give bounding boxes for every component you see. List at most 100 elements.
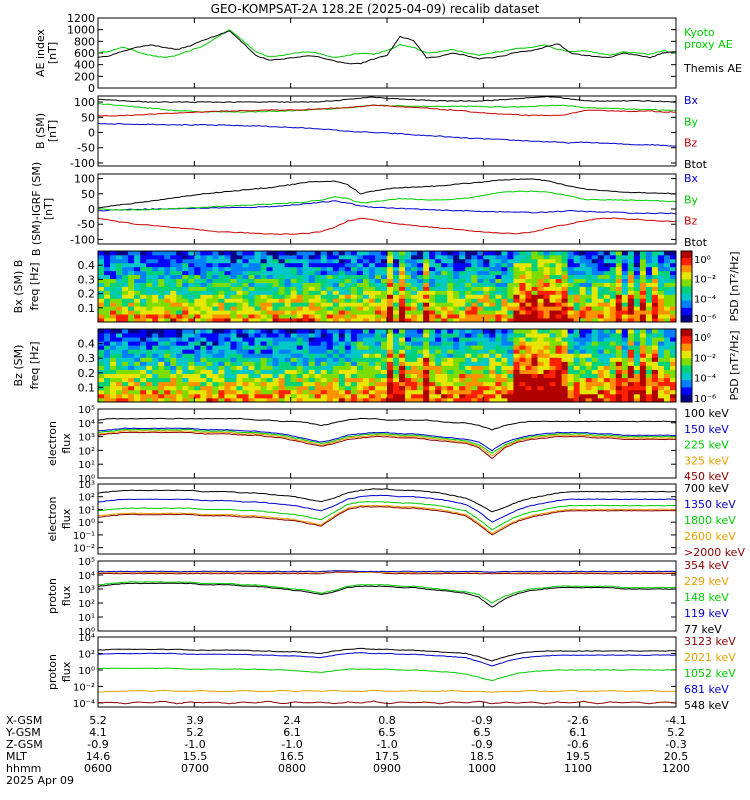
spectrogram-cell — [200, 345, 207, 350]
y-tick-label: 10³ — [78, 480, 95, 491]
spectrogram-cell — [230, 251, 237, 256]
spectrogram-cell — [284, 369, 292, 375]
spectrogram-cell — [477, 278, 484, 283]
spectrogram-cell — [591, 341, 599, 346]
spectrogram-cell — [639, 373, 647, 379]
spectrogram-cell — [405, 365, 412, 370]
spectrogram-cell — [134, 333, 141, 338]
spectrogram-cell — [134, 369, 141, 375]
spectrogram-cell — [543, 274, 550, 280]
spectrogram-cell — [513, 251, 520, 256]
spectrogram-cell — [435, 314, 442, 319]
spectrogram-cell — [573, 310, 581, 315]
spectrogram-cell — [164, 365, 171, 370]
spectrogram-cell — [609, 385, 617, 391]
spectrogram-cell — [110, 270, 117, 276]
spectrogram-cell — [170, 397, 177, 403]
spectrogram-cell — [669, 345, 677, 350]
spectrogram-cell — [356, 329, 364, 334]
spectrogram-cell — [513, 286, 520, 291]
spectrogram-cell — [104, 270, 111, 276]
spectrogram-cell — [230, 318, 237, 323]
spectrogram-cell — [368, 357, 376, 362]
spectrogram-cell — [164, 397, 171, 403]
spectrogram-cell — [495, 262, 502, 268]
spectrogram-cell — [459, 302, 466, 307]
spectrogram-cell — [513, 361, 520, 366]
spectrogram-cell — [417, 365, 424, 370]
spectrogram-cell — [429, 337, 436, 342]
spectrogram-cell — [417, 341, 424, 346]
spectrogram-cell — [290, 393, 298, 399]
spectrogram-cell — [350, 266, 358, 272]
spectrogram-cell — [200, 389, 207, 395]
spectrogram-cell — [374, 251, 382, 256]
spectrogram-cell — [362, 337, 370, 342]
spectrogram-cell — [140, 314, 147, 319]
spectrogram-cell — [164, 270, 171, 276]
spectrogram-cell — [495, 286, 502, 291]
spectrogram-cell — [591, 318, 599, 323]
spectrogram-cell — [603, 357, 611, 362]
spectrogram-cell — [230, 333, 237, 338]
spectrogram-cell — [579, 314, 587, 319]
spectrogram-cell — [579, 290, 587, 295]
spectrogram-cell — [537, 278, 544, 283]
spectrogram-cell — [152, 345, 159, 350]
spectrogram-cell — [417, 310, 424, 315]
spectrogram-cell — [597, 349, 605, 354]
spectrogram-cell — [218, 262, 225, 268]
spectrogram-cell — [200, 341, 207, 346]
spectrogram-cell — [278, 262, 286, 268]
spectrogram-cell — [567, 397, 575, 403]
spectrogram-cell — [513, 373, 520, 379]
orbit-value: -4.1 — [665, 714, 686, 727]
spectrogram-cell — [669, 278, 677, 283]
spectrogram-cell — [188, 282, 195, 287]
spectrogram-cell — [603, 290, 611, 295]
spectrogram-cell — [194, 298, 201, 303]
spectrogram-cell — [278, 251, 286, 256]
spectrogram-cell — [152, 298, 159, 303]
spectrogram-cell — [374, 369, 382, 375]
spectrogram-cell — [507, 310, 514, 315]
spectrogram-cell — [525, 397, 532, 403]
spectrogram-cell — [543, 389, 550, 395]
spectrogram-cell — [417, 254, 424, 260]
spectrogram-cell — [555, 389, 562, 395]
spectrogram-cell — [459, 270, 466, 276]
orbit-value: 1100 — [564, 762, 592, 775]
spectrogram-cell — [308, 369, 316, 375]
spectrogram-cell — [278, 385, 286, 391]
spectrogram-cell — [603, 298, 611, 303]
spectrogram-cell — [549, 333, 556, 338]
spectrogram-cell — [356, 318, 364, 323]
spectrogram-cell — [368, 365, 376, 370]
spectrogram-cell — [350, 333, 358, 338]
spectrogram-cell — [597, 251, 605, 256]
spectrogram-cell — [104, 353, 111, 358]
spectrogram-cell — [513, 318, 520, 323]
spectrogram-cell — [525, 262, 532, 268]
spectrogram-cell — [302, 286, 310, 291]
spectrogram-cell — [615, 369, 623, 375]
spectrogram-cell — [561, 361, 569, 366]
spectrogram-cell — [248, 314, 255, 319]
colorbar-segment — [681, 251, 692, 259]
spectrogram-cell — [248, 365, 255, 370]
spectrogram-cell — [152, 349, 159, 354]
spectrogram-cell — [585, 258, 593, 264]
spectrogram-cell — [489, 381, 496, 387]
spectrogram-cell — [380, 345, 388, 350]
spectrogram-cell — [206, 262, 213, 268]
spectrogram-cell — [290, 278, 298, 283]
spectrogram-cell — [116, 397, 123, 403]
spectrogram-cell — [122, 381, 129, 387]
spectrogram-cell — [320, 333, 328, 338]
spectrogram-cell — [266, 373, 273, 379]
spectrogram-cell — [314, 389, 322, 395]
spectrogram-cell — [266, 302, 273, 307]
spectrogram-cell — [302, 333, 310, 338]
spectrogram-cell — [200, 393, 207, 399]
spectrogram-cell — [423, 353, 430, 358]
